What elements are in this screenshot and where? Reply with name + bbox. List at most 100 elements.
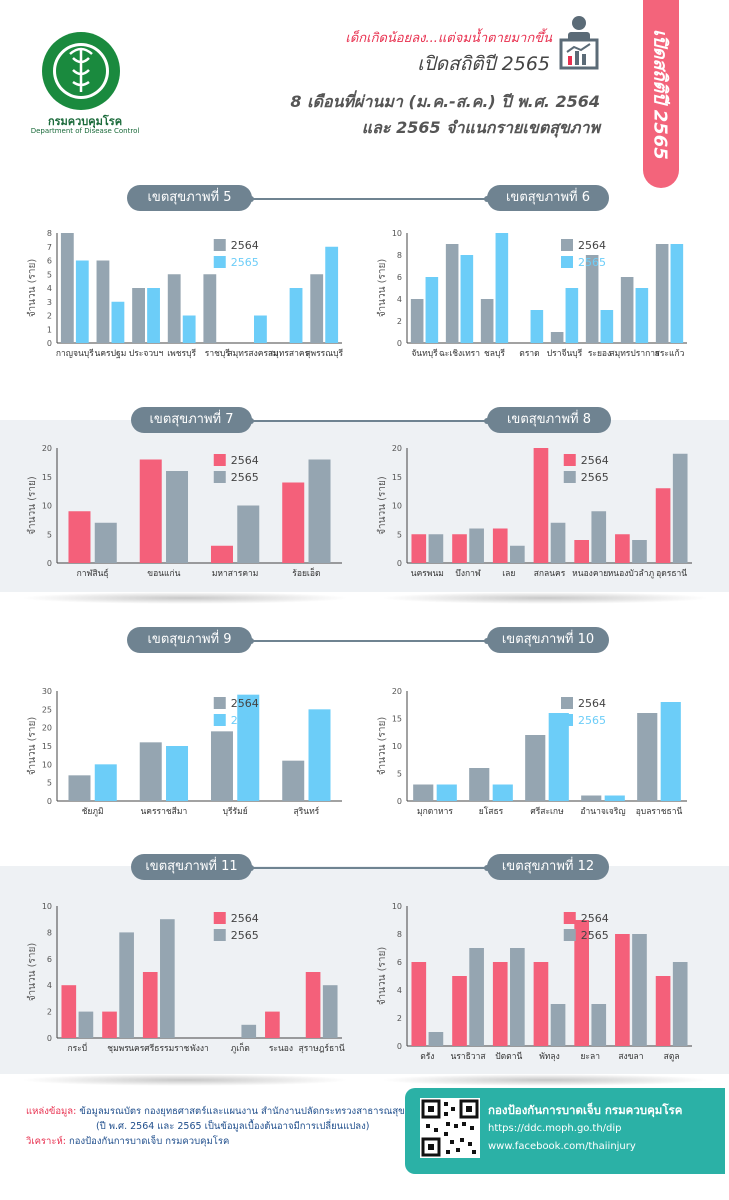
pill-region-7: เขตสุขภาพที่ 7 <box>131 407 252 433</box>
y-tick-label: 15 <box>42 742 52 751</box>
y-tick-label: 0 <box>397 559 402 568</box>
legend-label-2565: 2565 <box>581 471 609 484</box>
x-tick-label: ปราจีนบุรี <box>547 348 583 359</box>
bar-2565-0 <box>436 784 457 801</box>
bar-2565-0 <box>94 522 117 563</box>
x-tick-label: ระนอง <box>269 1044 293 1054</box>
bar-2564-4 <box>637 713 658 801</box>
row-shadow <box>20 592 350 604</box>
bar-2564-1 <box>139 459 162 563</box>
row-shadow <box>380 592 710 604</box>
x-tick-label: ศรีสะเกษ <box>530 806 564 817</box>
legend-swatch-2565 <box>563 471 576 483</box>
legend-label-2564: 2564 <box>231 912 259 925</box>
analysis-label: วิเคราะห์: <box>26 1136 66 1147</box>
bar-2564-0 <box>61 985 77 1038</box>
ministry-logo <box>40 30 122 112</box>
bar-2564-2 <box>210 731 233 801</box>
bar-2565-2 <box>147 288 160 343</box>
contact-facebook[interactable]: www.facebook.com/thaiinjury <box>488 1141 636 1152</box>
bar-2564-6 <box>305 972 321 1038</box>
y-tick-label: 15 <box>42 473 52 482</box>
x-tick-label: กาฬสินธุ์ <box>77 568 109 579</box>
tagline: เด็กเกิดน้อยลง...แต่จมน้ำตายมากขึ้น <box>345 31 552 46</box>
x-tick-label: นครศรีธรรมราช <box>128 1043 189 1054</box>
bar-2565-1 <box>460 255 474 343</box>
y-tick-label: 8 <box>397 251 402 260</box>
bar-2564-0 <box>411 962 427 1046</box>
y-tick-label: 10 <box>392 742 402 751</box>
bar-2565-4 <box>565 288 579 343</box>
y-tick-label: 2 <box>397 1014 402 1023</box>
y-tick-label: 20 <box>392 444 402 453</box>
x-tick-label: เลย <box>502 569 515 579</box>
bar-2565-6 <box>635 288 649 343</box>
chart-svg: จำนวน (ราย) 0 2 4 6 8 10 กระบี่ ชุมพร นครศรีธรรมร… <box>27 902 345 1054</box>
legend-label-2565: 2565 <box>578 714 606 727</box>
connector-r11-r12 <box>250 867 490 869</box>
bar-2565-3 <box>550 522 566 563</box>
y-tick-label: 2 <box>397 317 402 326</box>
bar-2565-3 <box>530 310 544 343</box>
bar-2564-3 <box>533 962 549 1046</box>
bar-2565-2 <box>510 948 525 1046</box>
row-shadow <box>20 1074 350 1086</box>
contact-url[interactable]: https://ddc.moph.go.th/dip <box>488 1123 622 1134</box>
org-thai-name: กรมควบคุมโรค <box>47 115 123 128</box>
org-english-name: Department of Disease Control <box>30 127 140 135</box>
bar-2564-3 <box>282 760 305 801</box>
legend-swatch-2565 <box>561 256 573 268</box>
y-tick-label: 4 <box>47 981 52 990</box>
legend-swatch-2565 <box>213 714 226 726</box>
legend-label-2564: 2564 <box>231 697 259 710</box>
bar-2564-7 <box>310 274 324 343</box>
x-tick-label: หนองคาย <box>572 569 608 579</box>
x-tick-label: กาญจนบุรี <box>56 348 94 359</box>
bar-2565-4 <box>591 511 607 563</box>
x-tick-label: นครปฐม <box>95 349 127 359</box>
x-tick-label: บุรีรัมย์ <box>223 806 248 817</box>
bar-2564-7 <box>655 244 669 343</box>
x-tick-label: ระยอง <box>588 349 611 359</box>
chart-region-8: จำนวน (ราย) 0 5 10 15 20 นครพนม บึงกาฬ เลย สกลนคร… <box>375 440 700 585</box>
y-tick-label: 5 <box>47 779 52 788</box>
bar-2565-7 <box>325 246 339 343</box>
bar-2564-0 <box>68 511 91 563</box>
legend-label-2565: 2565 <box>231 714 259 727</box>
connector-r7-r8 <box>250 420 490 422</box>
bar-2564-1 <box>445 244 459 343</box>
x-tick-label: สุรินทร์ <box>294 806 320 817</box>
y-tick-label: 5 <box>397 770 402 779</box>
bar-2564-1 <box>452 534 467 563</box>
x-tick-label: สมุทรปราการ <box>609 349 660 359</box>
legend-swatch-2564 <box>213 697 226 709</box>
legend-swatch-2564 <box>213 239 226 251</box>
legend-label-2564: 2564 <box>581 454 609 467</box>
connector-r5-r6 <box>250 198 490 200</box>
bar-2564-4 <box>574 540 589 563</box>
bar-2565-3 <box>604 795 625 801</box>
x-tick-label: ตราด <box>519 349 539 359</box>
y-axis-label: จำนวน (ราย) <box>27 259 38 318</box>
x-tick-label: บึงกาฬ <box>455 569 481 579</box>
bar-2564-2 <box>492 528 508 563</box>
y-tick-label: 6 <box>47 257 52 266</box>
x-tick-label: ตรัง <box>420 1052 434 1062</box>
y-tick-label: 10 <box>392 229 402 238</box>
y-tick-label: 10 <box>392 902 402 911</box>
chart-region-5: จำนวน (ราย) 0 1 2 3 4 5 6 7 8 กาญจนบุรี นครปฐม ประจว… <box>25 225 350 365</box>
chart-region-11: จำนวน (ราย) 0 2 4 6 8 10 กระบี่ ชุมพร นครศรีธรรมร… <box>25 898 350 1060</box>
chart-svg: จำนวน (ราย) 0 5 10 15 20 มุกดาหาร ยโสธร ศรีสะเกษ… <box>377 687 687 817</box>
legend-swatch-2565 <box>213 471 226 483</box>
legend-swatch-2564 <box>213 912 226 924</box>
bar-2564-6 <box>620 277 634 343</box>
x-tick-label: สุพรรณบุรี <box>305 348 343 359</box>
row-shadow <box>380 1074 710 1086</box>
bar-2564-3 <box>581 795 602 801</box>
bar-2565-3 <box>308 459 331 563</box>
qr-code[interactable] <box>420 1098 480 1158</box>
bar-2565-0 <box>428 534 444 563</box>
bar-2565-4 <box>660 702 681 801</box>
pill-region-5: เขตสุขภาพที่ 5 <box>127 185 252 211</box>
analysis-text: กองป้องกันการบาดเจ็บ กรมควบคุมโรค <box>68 1136 230 1147</box>
